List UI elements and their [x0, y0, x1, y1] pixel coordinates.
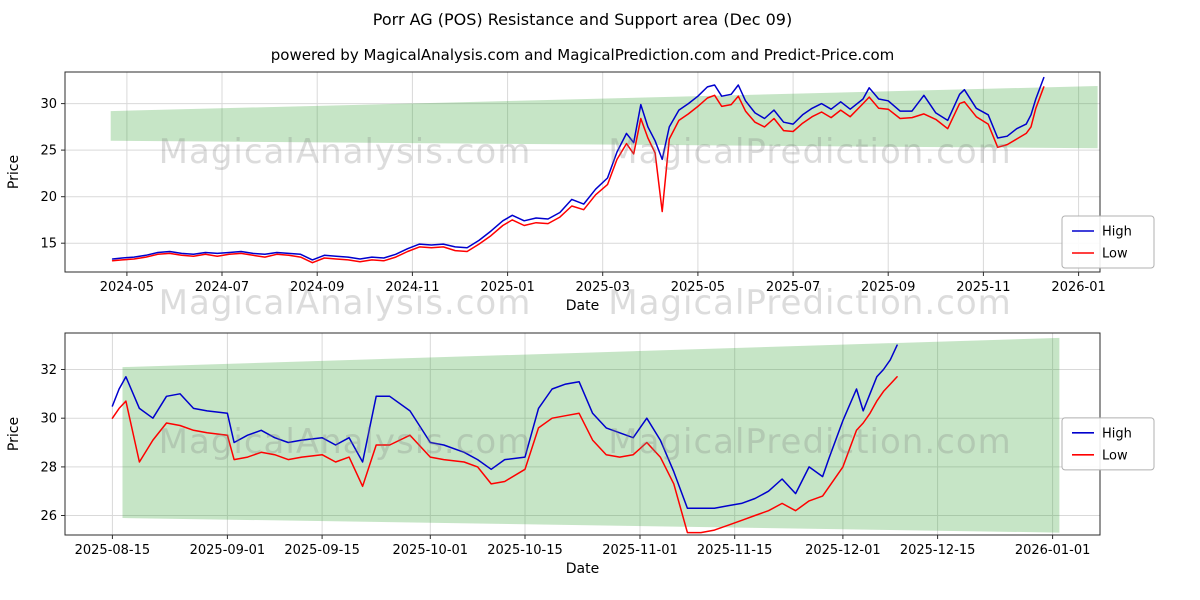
- svg-text:2025-01: 2025-01: [480, 280, 534, 295]
- x-axis-label: Date: [566, 561, 599, 577]
- legend-label-low: Low: [1102, 247, 1128, 262]
- low-line: [111, 86, 1045, 264]
- svg-text:26: 26: [40, 509, 57, 524]
- legend: High Low: [1061, 215, 1155, 269]
- high-line: [111, 344, 898, 509]
- legend: High Low: [1061, 417, 1155, 471]
- svg-text:2025-11-01: 2025-11-01: [602, 543, 678, 558]
- svg-text:30: 30: [40, 97, 57, 112]
- plot-border: [64, 71, 1101, 273]
- high-line: [111, 76, 1045, 261]
- top-price-chart: 2024-05 2024-07 2024-09 2024-11 2025-01 2025-…: [6, 71, 1155, 314]
- svg-text:2026-01-01: 2026-01-01: [1015, 543, 1091, 558]
- legend-label-high: High: [1102, 426, 1132, 441]
- svg-text:2025-09-15: 2025-09-15: [284, 543, 360, 558]
- svg-text:25: 25: [40, 144, 57, 159]
- bottom-price-chart: 2025-08-15 2025-09-01 2025-09-15 2025-10-01…: [6, 332, 1155, 577]
- chart-title: Porr AG (POS) Resistance and Support are…: [372, 10, 793, 29]
- svg-text:2024-09: 2024-09: [290, 280, 344, 295]
- axis-labels: 2025-08-15 2025-09-01 2025-09-15 2025-10-01…: [6, 363, 1090, 577]
- chart-subtitle: powered by MagicalAnalysis.com and Magic…: [270, 46, 895, 64]
- axis-labels: 2024-05 2024-07 2024-09 2024-11 2025-01 2025-…: [6, 97, 1106, 314]
- svg-text:2025-05: 2025-05: [671, 280, 725, 295]
- svg-text:2025-08-15: 2025-08-15: [75, 543, 151, 558]
- svg-text:30: 30: [40, 412, 57, 427]
- svg-text:2025-12-01: 2025-12-01: [805, 543, 881, 558]
- y-axis-label: Price: [6, 417, 22, 451]
- svg-text:2025-03: 2025-03: [576, 280, 630, 295]
- svg-text:2025-09-01: 2025-09-01: [190, 543, 266, 558]
- svg-text:2025-07: 2025-07: [766, 280, 820, 295]
- svg-text:2025-11: 2025-11: [956, 280, 1010, 295]
- gridlines: [65, 72, 1100, 272]
- svg-text:2024-11: 2024-11: [385, 280, 439, 295]
- svg-text:2025-11-15: 2025-11-15: [697, 543, 773, 558]
- svg-text:32: 32: [40, 363, 57, 378]
- low-line: [111, 376, 898, 534]
- svg-text:20: 20: [40, 190, 57, 205]
- svg-text:2025-10-15: 2025-10-15: [487, 543, 563, 558]
- svg-text:2025-10-01: 2025-10-01: [393, 543, 469, 558]
- svg-text:28: 28: [40, 460, 57, 475]
- svg-text:2025-12-15: 2025-12-15: [900, 543, 976, 558]
- svg-text:2024-07: 2024-07: [195, 280, 249, 295]
- svg-text:15: 15: [40, 237, 57, 252]
- legend-label-low: Low: [1102, 448, 1128, 463]
- y-axis-label: Price: [6, 155, 22, 189]
- svg-text:2024-05: 2024-05: [100, 280, 154, 295]
- x-axis-label: Date: [566, 298, 599, 314]
- legend-label-high: High: [1102, 225, 1132, 240]
- support-resistance-band: [110, 86, 1098, 149]
- svg-text:2025-09: 2025-09: [861, 280, 915, 295]
- svg-text:2026-01: 2026-01: [1051, 280, 1105, 295]
- gridlines: [65, 333, 1100, 535]
